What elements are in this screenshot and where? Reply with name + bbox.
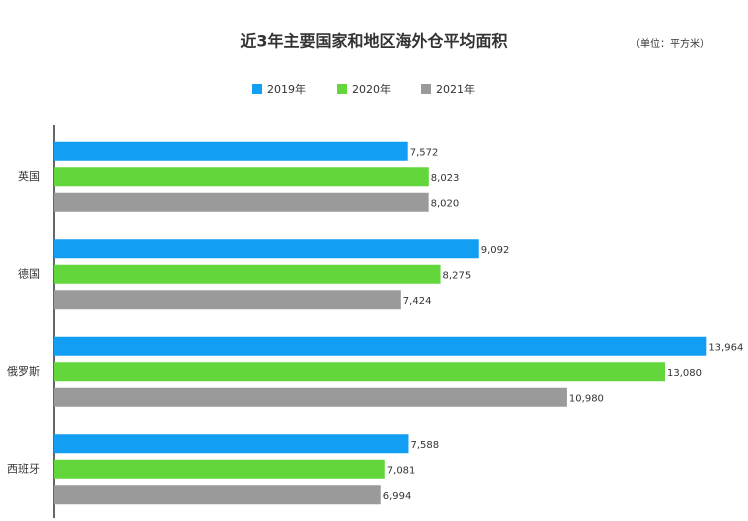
legend-swatch xyxy=(421,84,431,94)
legend-label: 2020年 xyxy=(352,82,391,96)
bar xyxy=(54,434,409,454)
bar xyxy=(54,239,479,259)
bar xyxy=(54,485,381,505)
bar xyxy=(54,387,567,407)
value-label: 8,020 xyxy=(431,198,460,209)
legend-swatch xyxy=(337,84,347,94)
legend-label: 2021年 xyxy=(436,82,475,96)
value-label: 7,081 xyxy=(387,465,416,476)
value-label: 8,023 xyxy=(431,173,460,184)
bar xyxy=(54,167,429,187)
bar xyxy=(54,459,385,479)
chart-title: 近3年主要国家和地区海外仓平均面积 xyxy=(240,32,507,51)
y-tick-label: 英国 xyxy=(18,169,40,183)
y-tick-label: 俄罗斯 xyxy=(7,365,40,378)
value-label: 7,424 xyxy=(403,296,432,307)
y-tick-label: 西班牙 xyxy=(7,462,40,475)
bar xyxy=(54,336,707,356)
bar xyxy=(54,264,441,284)
chart-subtitle: （单位：平方米） xyxy=(630,37,710,50)
value-label: 7,572 xyxy=(410,147,439,158)
value-label: 10,980 xyxy=(569,393,604,404)
value-label: 9,092 xyxy=(481,245,510,256)
value-label: 13,080 xyxy=(667,368,702,379)
bar xyxy=(54,192,429,212)
legend-swatch xyxy=(252,84,262,94)
bar xyxy=(54,290,401,310)
y-tick-label: 德国 xyxy=(18,266,40,280)
bar xyxy=(54,141,408,161)
bar xyxy=(54,362,666,382)
value-label: 6,994 xyxy=(383,491,412,502)
legend-label: 2019年 xyxy=(267,82,306,96)
value-label: 13,964 xyxy=(708,342,743,353)
value-label: 7,588 xyxy=(410,440,439,451)
value-label: 8,275 xyxy=(443,270,472,281)
